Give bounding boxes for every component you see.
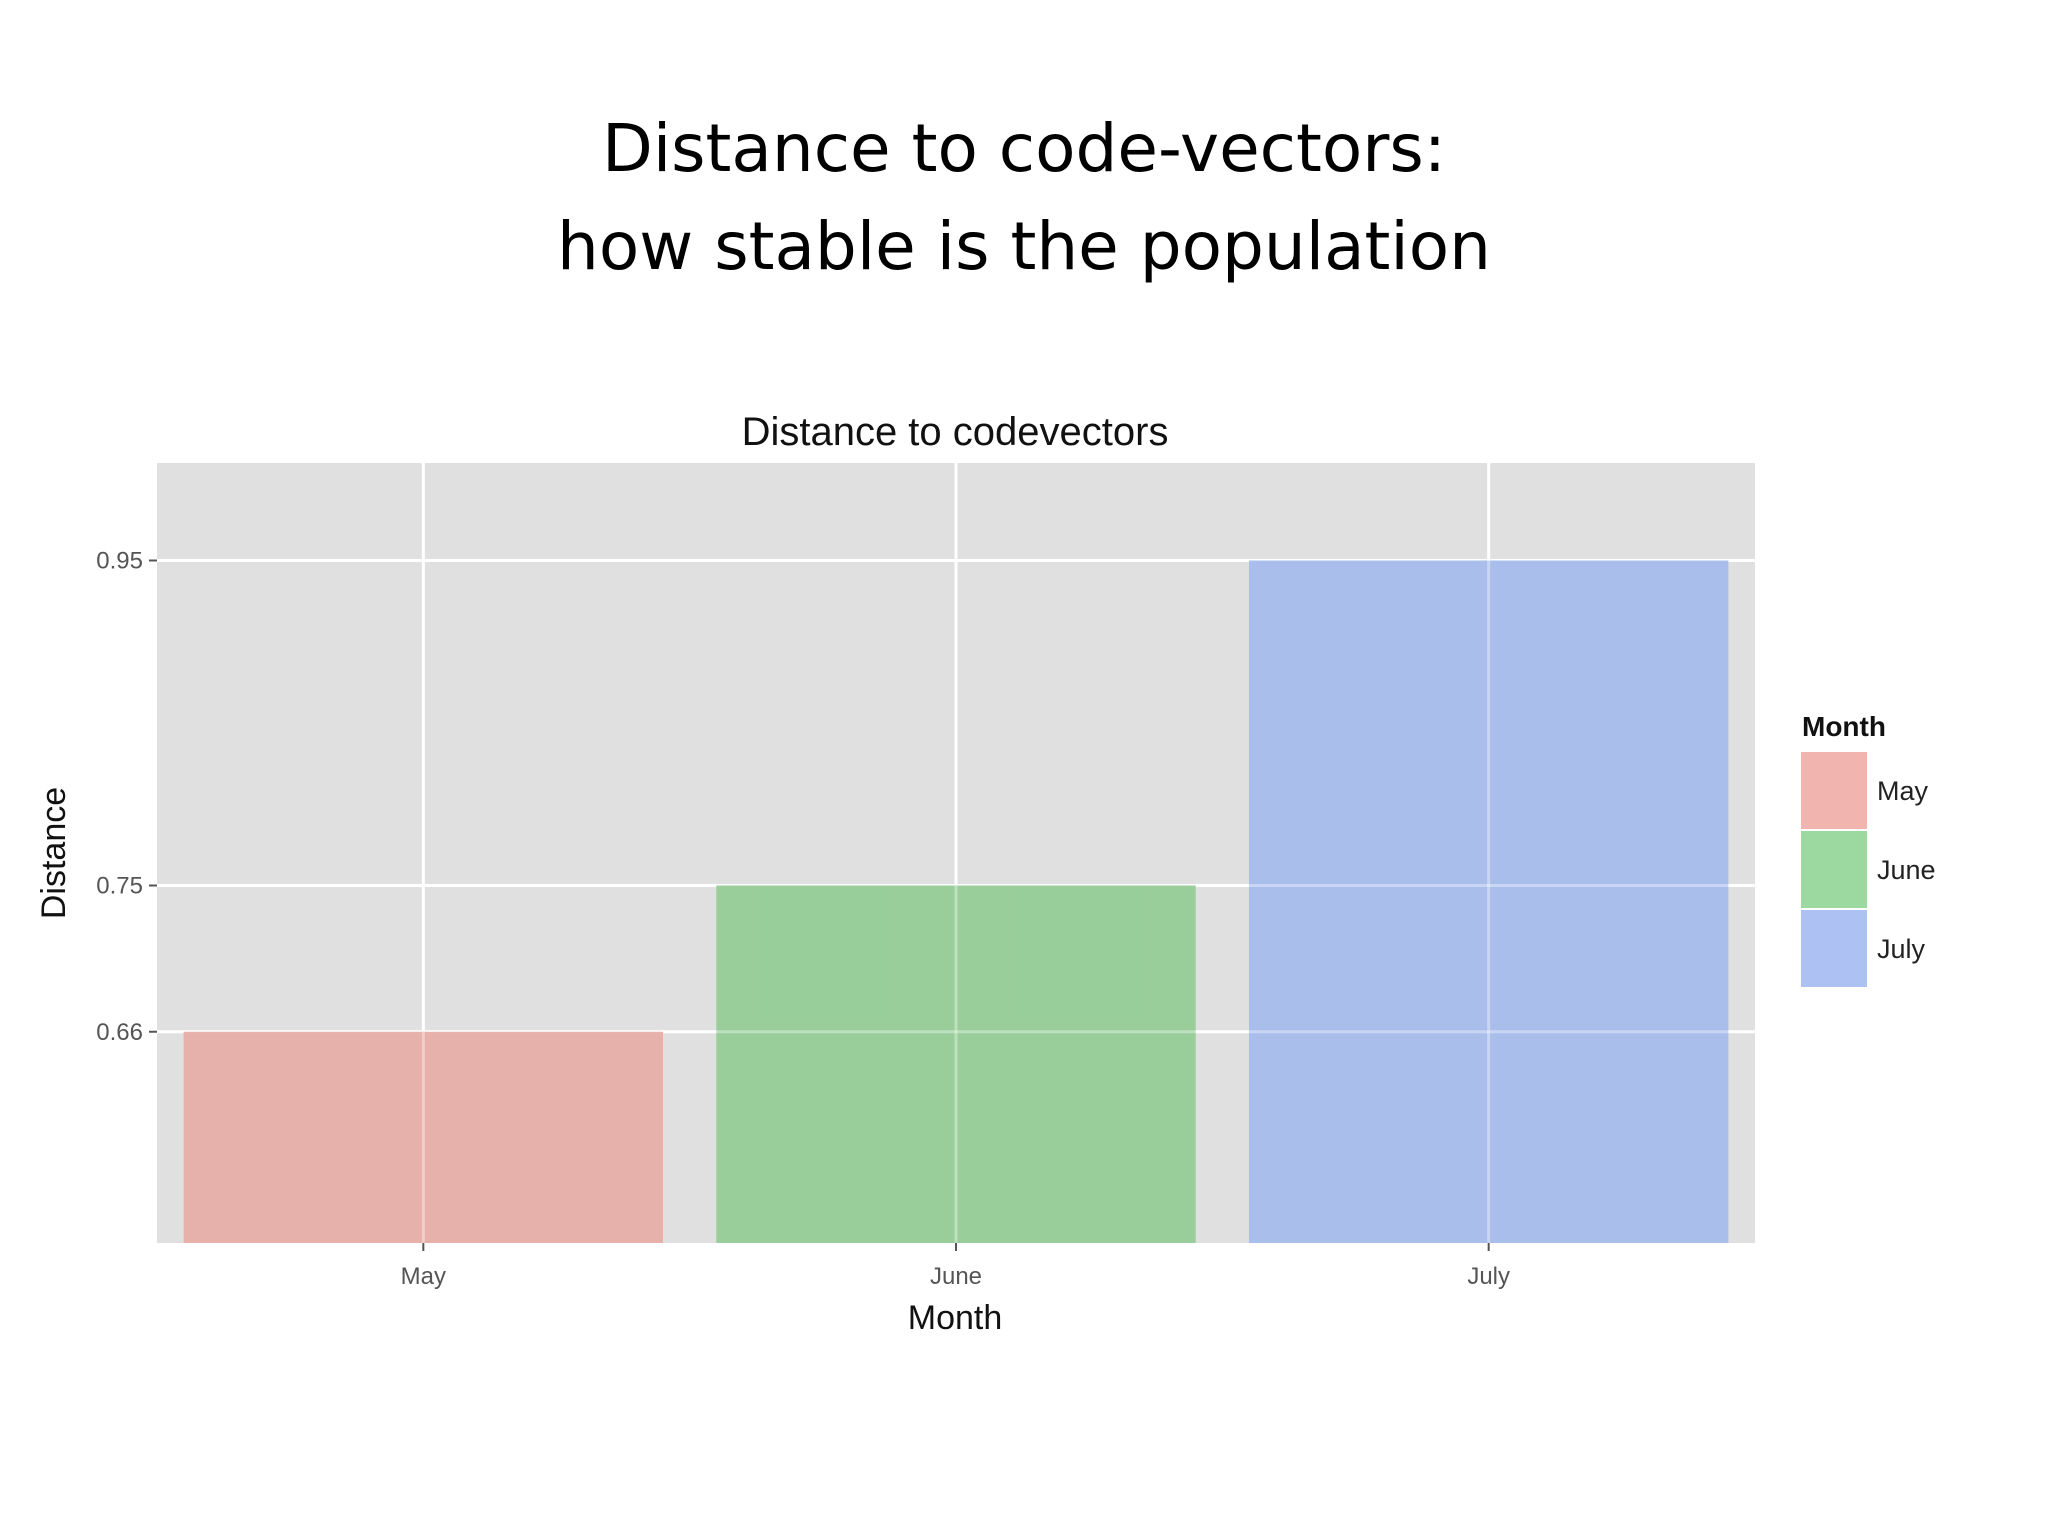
x-axis-title: Month <box>908 1299 1003 1337</box>
y-tick-label: 0.95 <box>96 548 143 575</box>
x-tick-label: May <box>401 1263 446 1290</box>
bar-june <box>716 885 1196 1243</box>
legend-key-july <box>1801 910 1867 987</box>
bars <box>183 560 1729 1243</box>
legend-label: June <box>1877 855 1936 885</box>
bar-may <box>183 1031 664 1243</box>
legend-key-may <box>1801 752 1867 829</box>
x-tick-label: July <box>1467 1263 1510 1290</box>
legend-key-june <box>1801 831 1867 908</box>
slide-title: Distance to code-vectors: how stable is … <box>0 100 2048 296</box>
legend-label: May <box>1877 776 1929 806</box>
y-axis: 0.66 0.75 0.95 <box>96 548 157 1046</box>
x-tick-label: June <box>930 1263 982 1290</box>
chart-title: Distance to codevectors <box>742 410 1169 454</box>
slide-title-line1: Distance to code-vectors: <box>602 110 1446 187</box>
legend: Month May June July <box>1801 711 1936 987</box>
x-axis: May June July <box>401 1243 1510 1290</box>
bar-chart: Distance to codevectors 0.66 0.75 0.95 May… <box>35 410 1936 1337</box>
legend-label: July <box>1877 934 1926 964</box>
bar-july <box>1248 560 1729 1243</box>
slide-title-line2: how stable is the population <box>557 208 1491 285</box>
y-tick-label: 0.75 <box>96 873 143 900</box>
y-tick-label: 0.66 <box>96 1019 143 1046</box>
y-axis-title: Distance <box>35 787 73 919</box>
legend-title: Month <box>1802 711 1886 742</box>
